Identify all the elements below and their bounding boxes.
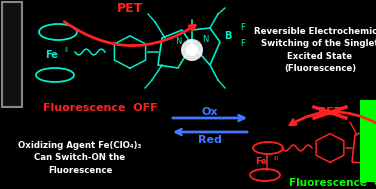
Text: N: N	[202, 36, 208, 44]
Text: Fe: Fe	[45, 50, 58, 60]
Text: PET: PET	[117, 2, 143, 15]
Text: Red: Red	[198, 135, 222, 145]
Text: Fluorescence  ON: Fluorescence ON	[289, 178, 376, 188]
Ellipse shape	[186, 44, 198, 56]
Text: Ox: Ox	[202, 107, 218, 117]
Text: B: B	[224, 31, 232, 41]
Text: Reversible Electrochemical
Switching of the Singlet
Excited State
(Fluorescence): Reversible Electrochemical Switching of …	[254, 27, 376, 73]
FancyBboxPatch shape	[2, 2, 22, 107]
FancyArrowPatch shape	[290, 112, 376, 125]
Text: III: III	[273, 156, 279, 160]
Bar	[360, 100, 376, 182]
Text: Fluorescence  OFF: Fluorescence OFF	[43, 103, 157, 113]
Ellipse shape	[365, 130, 376, 166]
Text: Fe: Fe	[255, 157, 267, 167]
Text: N: N	[366, 133, 372, 143]
Text: F: F	[240, 40, 245, 49]
Ellipse shape	[181, 39, 203, 61]
Text: F: F	[240, 23, 245, 33]
Text: II: II	[64, 47, 68, 53]
Text: N: N	[175, 37, 181, 46]
Text: PET: PET	[318, 107, 342, 117]
FancyArrowPatch shape	[64, 22, 195, 46]
Text: Oxidizing Agent Fe(ClO₄)₃
Can Switch-ON the
Fluorescence: Oxidizing Agent Fe(ClO₄)₃ Can Switch-ON …	[18, 141, 142, 175]
Ellipse shape	[373, 138, 376, 158]
